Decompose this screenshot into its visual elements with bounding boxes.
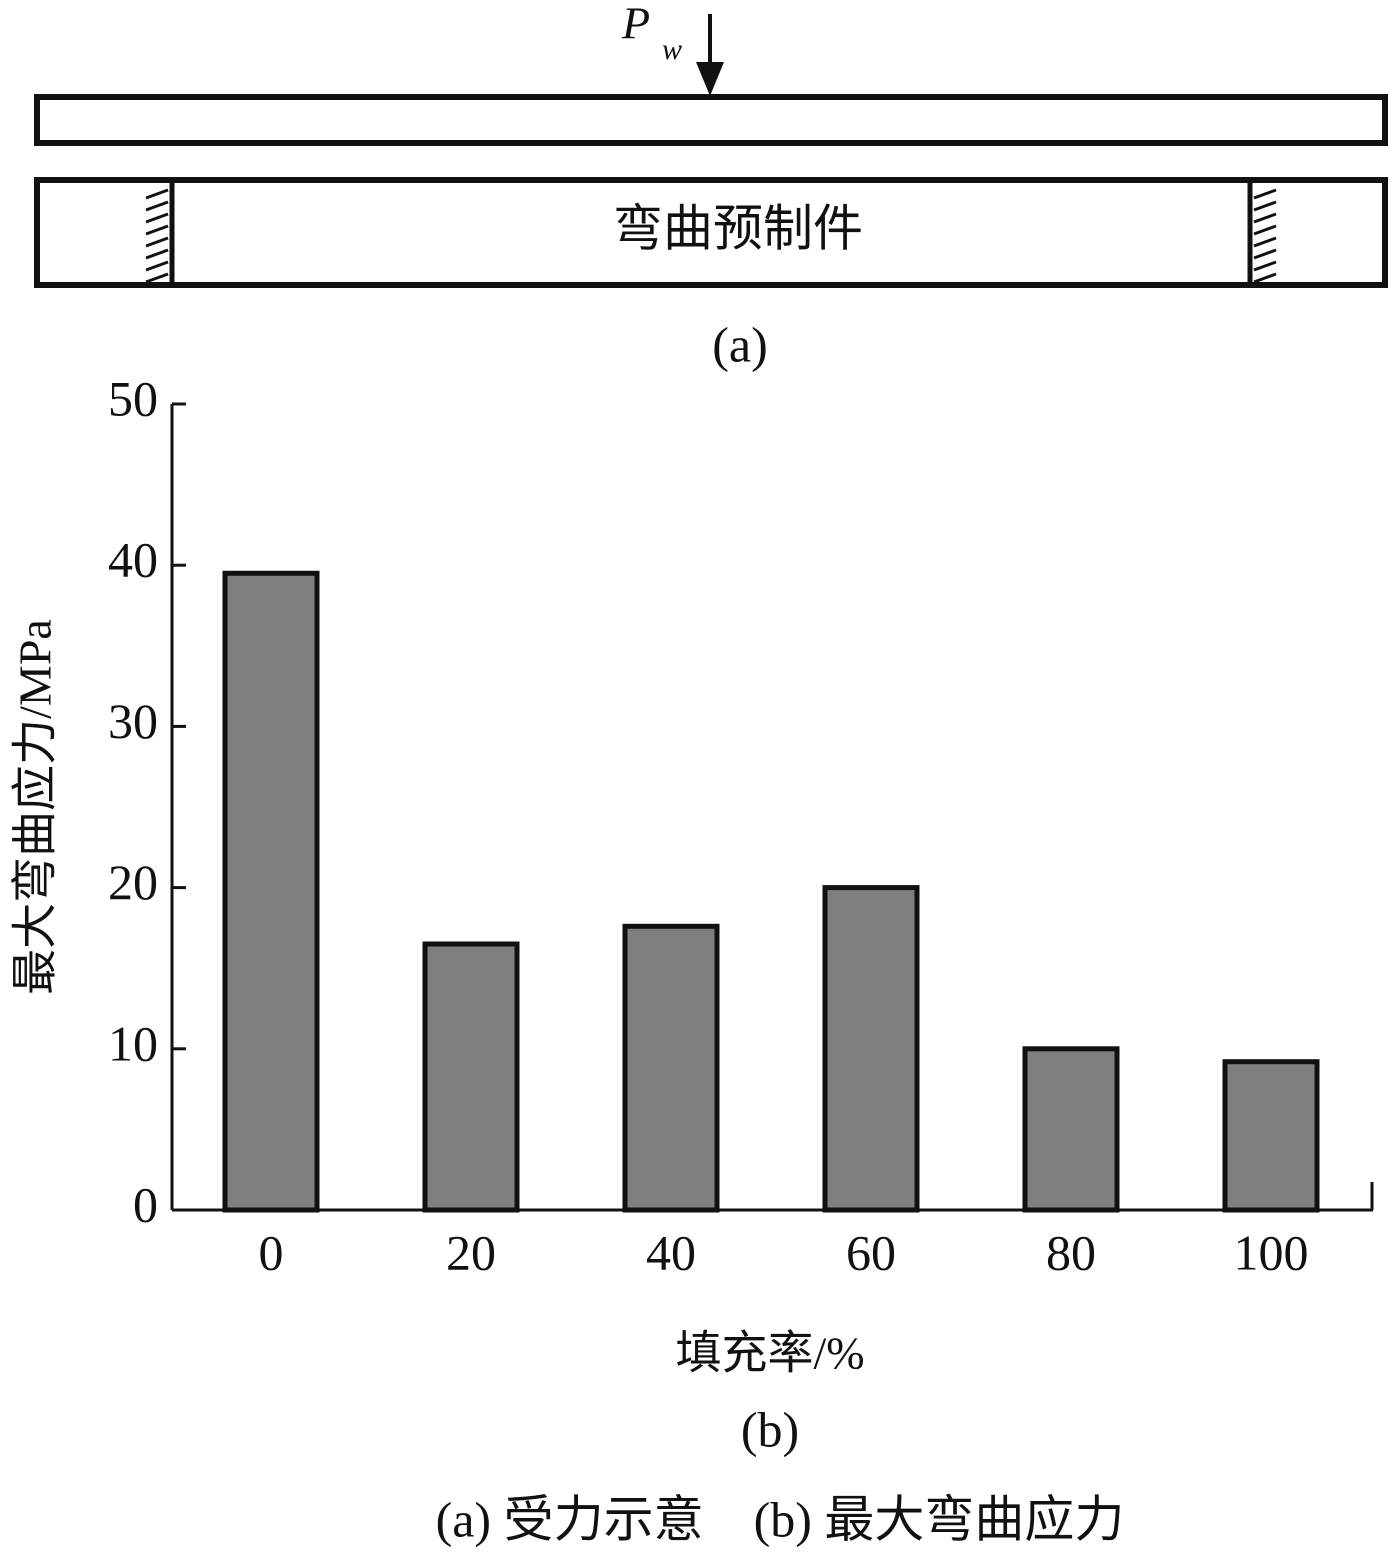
x-tick-label: 0 [259,1224,284,1280]
hatch-line [1253,272,1277,284]
hatch-line [1253,236,1277,248]
bar [1222,1059,1320,1213]
hatch-line [145,236,169,248]
y-tick-label: 40 [108,532,158,588]
hatch-line [1253,260,1277,272]
beam [34,94,1388,146]
hatch-line [145,188,169,200]
bar [822,885,920,1213]
hatch-line [1253,224,1277,236]
y-tick-label: 50 [108,370,158,426]
hatch-line [145,260,169,272]
hatch-line [1253,188,1277,200]
load-label: P [621,0,650,49]
x-axis-title: 填充率/% [675,1328,864,1379]
diagram [34,14,1388,288]
hatch-line [145,248,169,260]
hatch-line [145,272,169,284]
x-tick-label: 40 [646,1224,696,1280]
x-tick-label: 100 [1234,1224,1309,1280]
y-tick-label: 20 [108,854,158,910]
part-label: 弯曲预制件 [613,200,863,256]
x-tick-label: 60 [846,1224,896,1280]
y-tick-label: 30 [108,693,158,749]
y-tick-label: 0 [133,1176,158,1232]
bar [1022,1046,1120,1213]
hatch-line [1253,200,1277,212]
hatch-line [145,212,169,224]
bar [622,923,720,1213]
hatching [145,188,1277,284]
load-subscript: w [662,33,682,66]
x-tick-label: 80 [1046,1224,1096,1280]
load-arrow-head [696,62,724,96]
hatch-line [1253,248,1277,260]
chart-subtitle: (b) [741,1401,799,1457]
y-tick-label: 10 [108,1015,158,1071]
hatch-line [145,200,169,212]
hatch-line [1253,212,1277,224]
x-tick-label: 20 [446,1224,496,1280]
figure-caption: (a) 受力示意 (b) 最大弯曲应力 [436,1491,1125,1547]
bar [422,941,520,1213]
bar [222,570,320,1213]
fixture [34,177,1388,288]
diagram-caption: (a) [712,316,768,372]
hatch-line [145,224,169,236]
y-axis-title: 最大弯曲应力/MPa [10,619,61,995]
